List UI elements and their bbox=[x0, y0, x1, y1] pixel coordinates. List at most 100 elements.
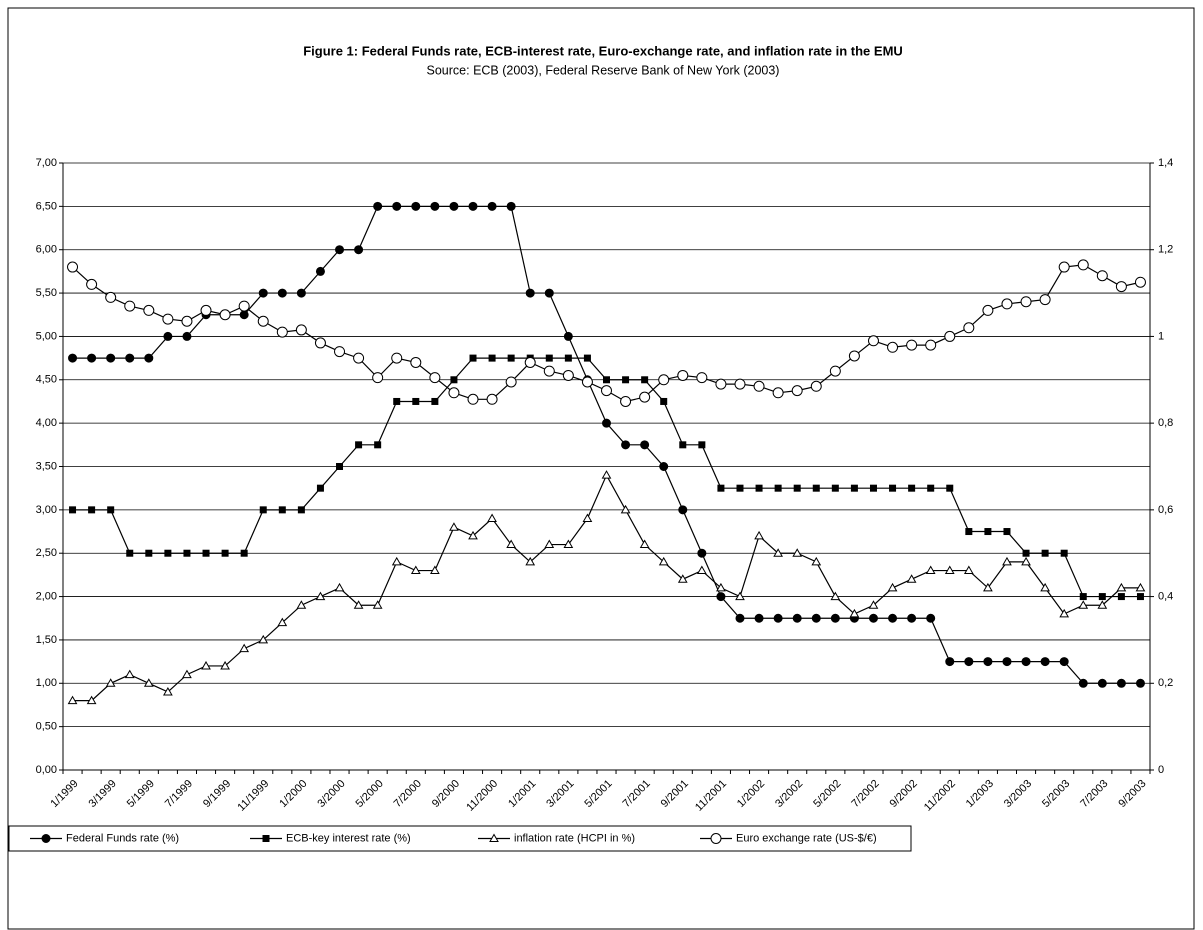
point bbox=[355, 441, 363, 449]
y-tick-label: 2,50 bbox=[36, 547, 57, 559]
point bbox=[107, 506, 115, 514]
point bbox=[257, 315, 269, 327]
point bbox=[773, 613, 783, 623]
point bbox=[505, 376, 517, 388]
point bbox=[1001, 298, 1013, 310]
point bbox=[965, 528, 973, 536]
point bbox=[391, 352, 403, 364]
point bbox=[849, 608, 860, 618]
point bbox=[679, 441, 687, 449]
point bbox=[716, 592, 726, 602]
point bbox=[314, 337, 326, 349]
point bbox=[791, 385, 803, 397]
point bbox=[259, 506, 267, 514]
point bbox=[830, 613, 840, 623]
point bbox=[410, 565, 421, 575]
point bbox=[944, 565, 955, 575]
point bbox=[69, 506, 77, 514]
point bbox=[1003, 528, 1011, 536]
point bbox=[696, 372, 708, 384]
point bbox=[848, 350, 860, 362]
point bbox=[431, 397, 439, 405]
point bbox=[86, 695, 97, 705]
legend-marker bbox=[262, 835, 270, 842]
point bbox=[86, 278, 98, 290]
point bbox=[660, 397, 668, 405]
y-tick-label: 2,00 bbox=[36, 590, 57, 602]
point bbox=[545, 354, 553, 362]
legend-box bbox=[8, 825, 912, 852]
y-tick-label: 4,50 bbox=[36, 374, 57, 386]
point bbox=[603, 376, 610, 384]
point bbox=[983, 657, 993, 667]
point bbox=[430, 201, 440, 211]
point bbox=[543, 365, 555, 377]
point bbox=[1021, 657, 1031, 667]
point bbox=[926, 613, 936, 623]
point bbox=[105, 678, 116, 687]
point bbox=[734, 378, 746, 390]
point bbox=[316, 484, 324, 492]
point bbox=[525, 288, 535, 298]
point bbox=[582, 513, 593, 523]
point bbox=[145, 549, 153, 557]
point bbox=[525, 556, 536, 566]
point bbox=[430, 565, 440, 575]
point bbox=[124, 300, 136, 312]
point bbox=[753, 380, 765, 392]
point bbox=[677, 574, 688, 583]
point bbox=[640, 440, 650, 450]
point bbox=[717, 484, 725, 492]
point bbox=[887, 341, 899, 353]
point bbox=[1002, 556, 1012, 566]
point bbox=[374, 441, 382, 449]
point bbox=[1022, 549, 1030, 557]
point bbox=[735, 591, 745, 601]
point bbox=[410, 356, 422, 368]
point bbox=[240, 549, 248, 557]
point bbox=[678, 505, 688, 515]
point bbox=[221, 549, 229, 557]
point bbox=[908, 484, 916, 492]
point bbox=[106, 353, 116, 363]
chart-subtitle: Source: ECB (2003), Federal Reserve Bank… bbox=[427, 63, 780, 77]
y-tick-label: 4,00 bbox=[36, 417, 57, 429]
point bbox=[354, 245, 364, 255]
point bbox=[258, 634, 269, 644]
point bbox=[927, 484, 935, 492]
legend-marker bbox=[489, 833, 499, 842]
point bbox=[124, 669, 135, 679]
y-tick-label: 6,50 bbox=[36, 200, 57, 212]
point bbox=[659, 462, 669, 471]
point bbox=[468, 201, 478, 211]
point bbox=[1058, 261, 1070, 273]
point bbox=[277, 288, 287, 298]
y-tick-label: 1,50 bbox=[36, 634, 57, 646]
point bbox=[449, 201, 459, 211]
point bbox=[1020, 296, 1032, 308]
y-tick-label: 1,00 bbox=[36, 677, 57, 689]
legend-label: inflation rate (HCPI in %) bbox=[514, 832, 635, 844]
y-tick-label: 5,00 bbox=[36, 330, 57, 342]
point bbox=[296, 600, 307, 609]
point bbox=[182, 669, 192, 679]
point bbox=[353, 352, 365, 364]
point bbox=[335, 245, 345, 255]
point bbox=[239, 643, 250, 653]
point bbox=[1096, 270, 1108, 282]
point bbox=[238, 300, 250, 312]
point bbox=[869, 484, 877, 492]
legend-marker bbox=[710, 833, 722, 844]
point bbox=[622, 376, 630, 384]
point bbox=[1097, 678, 1107, 688]
point bbox=[353, 600, 364, 609]
point bbox=[297, 506, 305, 514]
point bbox=[296, 288, 306, 298]
point bbox=[143, 304, 155, 316]
point bbox=[564, 354, 572, 362]
y2-tick-label: 0 bbox=[1158, 764, 1164, 776]
point bbox=[889, 484, 897, 492]
point bbox=[239, 310, 249, 320]
point bbox=[850, 484, 858, 492]
